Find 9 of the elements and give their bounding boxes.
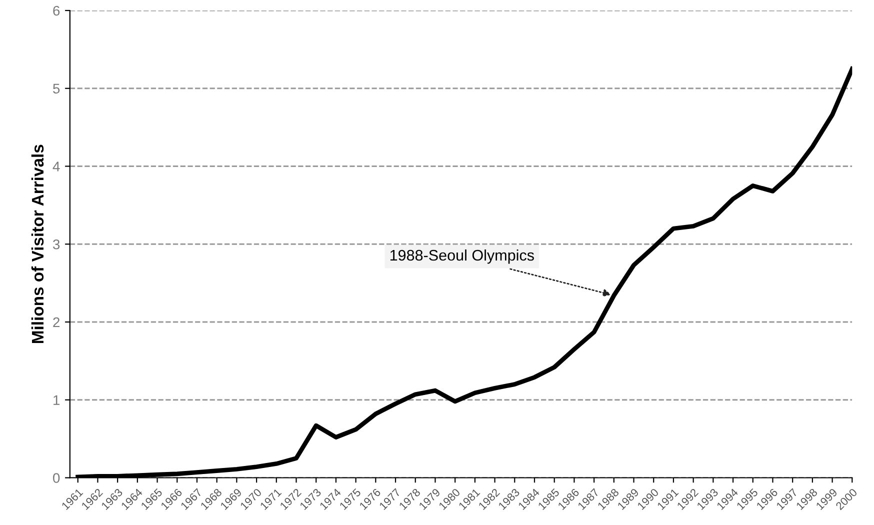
annotation: 1988-Seoul Olympics [390, 249, 534, 264]
y-axis-title: Milions of Visitor Arrivals [31, 144, 44, 344]
y-tick-label: 5 [53, 84, 60, 94]
y-tick-label: 1 [54, 395, 60, 405]
y-tick-label: 3 [53, 239, 60, 250]
y-tick-label: 2 [53, 317, 60, 328]
y-tick-label: 4 [52, 162, 60, 172]
y-tick-label: 0 [53, 473, 60, 483]
y-tick-label: 6 [53, 6, 60, 16]
